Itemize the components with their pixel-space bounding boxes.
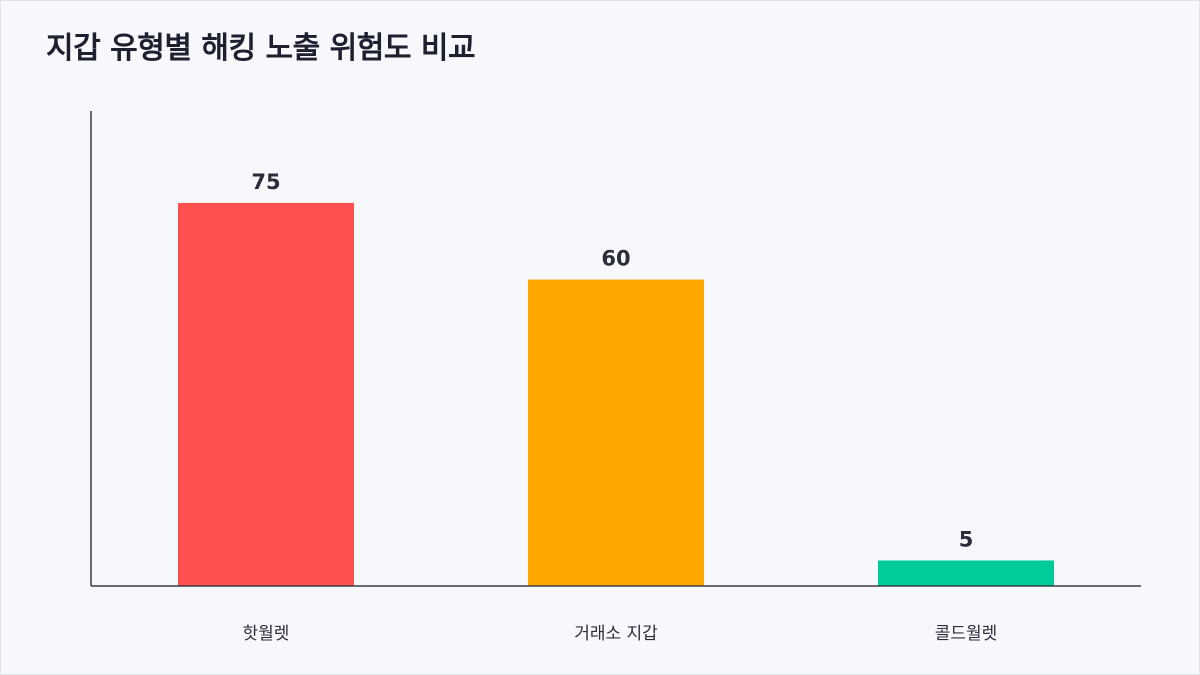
bar-2 (528, 279, 704, 586)
category-label: 핫월렛 (243, 624, 290, 644)
bar-3 (878, 560, 1054, 586)
category-label: 거래소 지갑 (574, 624, 658, 644)
value-labels-group: 75 60 5 (251, 170, 973, 552)
bar-value-label: 5 (959, 527, 974, 551)
bar-value-label: 75 (251, 170, 280, 194)
chart-title: 지갑 유형별 해킹 노출 위험도 비교 (46, 31, 476, 66)
bars-group (178, 202, 1054, 586)
category-label: 콜드월렛 (935, 624, 998, 644)
bar-value-label: 60 (601, 247, 630, 271)
category-labels-group: 핫월렛 거래소 지갑 콜드월렛 (243, 624, 998, 644)
bar-1 (178, 202, 354, 586)
